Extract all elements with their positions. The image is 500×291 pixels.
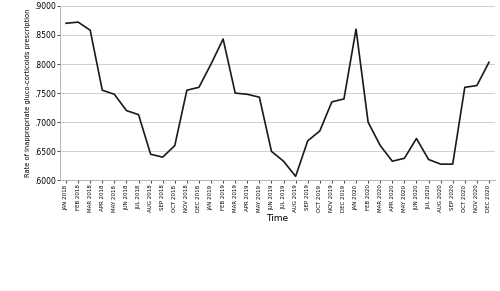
Y-axis label: Rate of inappropriate gluco-corticoids prescription: Rate of inappropriate gluco-corticoids p… bbox=[25, 9, 31, 177]
X-axis label: Time: Time bbox=[266, 214, 288, 223]
